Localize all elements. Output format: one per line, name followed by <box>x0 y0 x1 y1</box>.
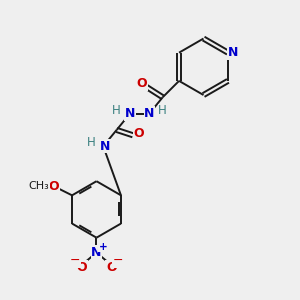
Text: O: O <box>134 127 144 140</box>
Text: N: N <box>144 107 154 120</box>
Text: −: − <box>70 254 80 267</box>
Text: CH₃: CH₃ <box>28 182 49 191</box>
Text: N: N <box>100 140 110 153</box>
Text: O: O <box>76 261 87 274</box>
Text: H: H <box>86 136 95 149</box>
Text: H: H <box>112 104 121 117</box>
Text: N: N <box>228 46 238 59</box>
Text: −: − <box>113 254 123 267</box>
Text: H: H <box>158 104 167 117</box>
Text: O: O <box>48 180 59 193</box>
Text: O: O <box>106 261 117 274</box>
Text: O: O <box>136 77 147 90</box>
Text: N: N <box>125 107 135 120</box>
Text: +: + <box>99 242 107 252</box>
Text: N: N <box>91 246 102 259</box>
